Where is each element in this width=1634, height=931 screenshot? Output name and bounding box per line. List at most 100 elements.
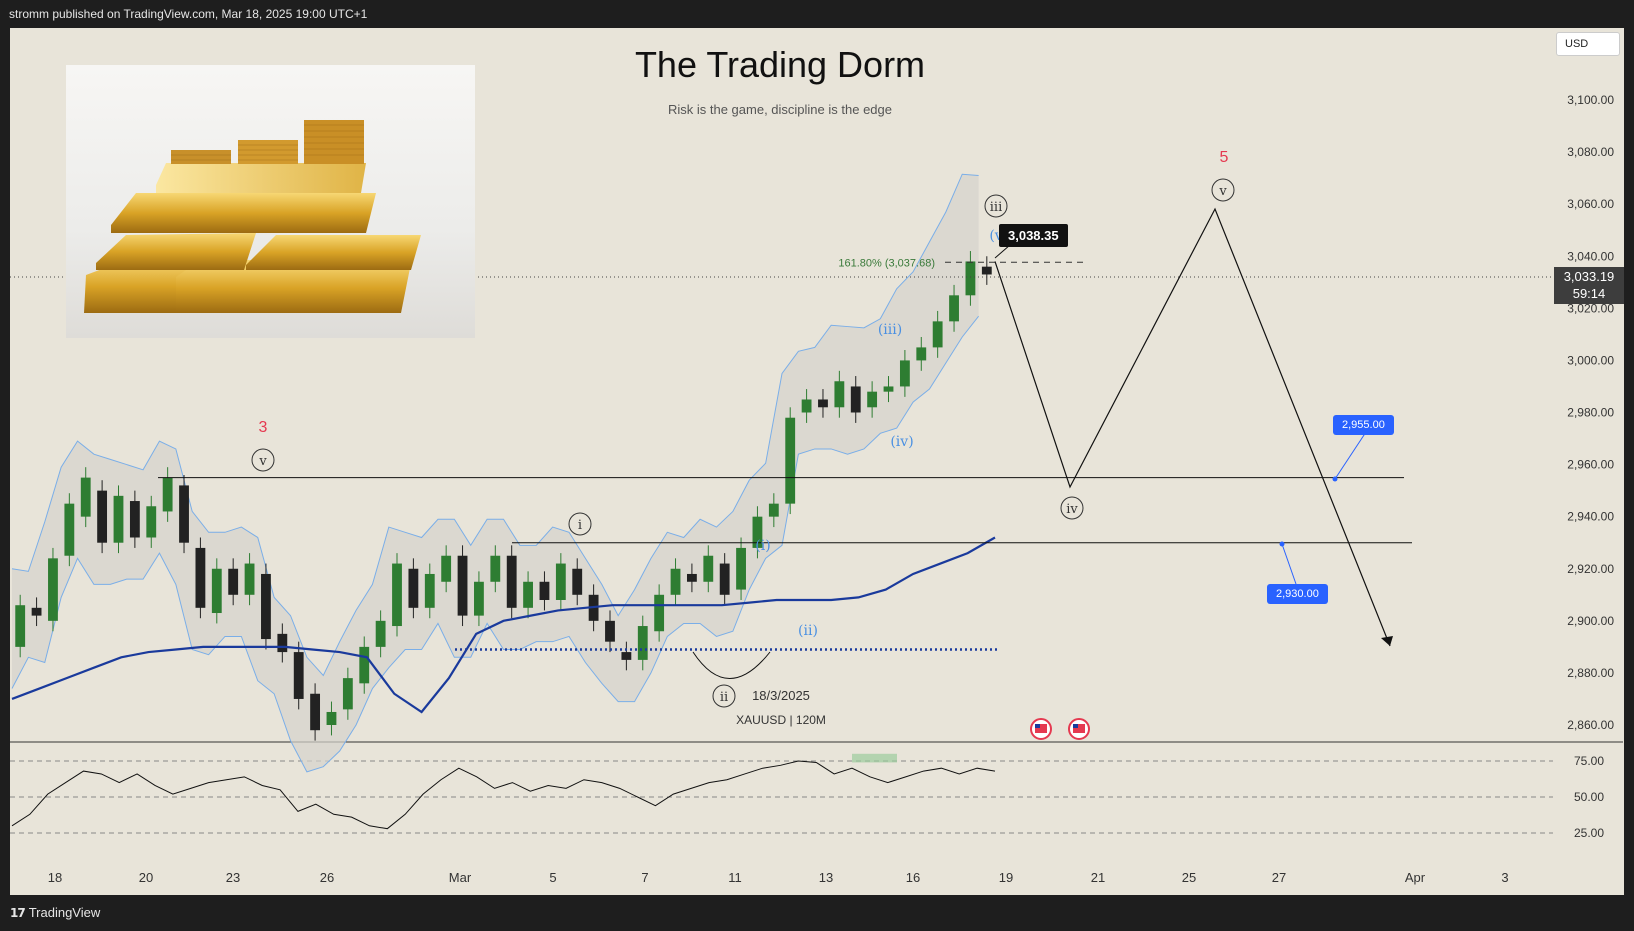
x-tick-label: 25	[1182, 870, 1196, 885]
candle-body	[31, 607, 42, 616]
candle-body	[48, 558, 58, 621]
last-price-value: 3,033.19	[1563, 269, 1615, 284]
candle-body	[506, 555, 517, 608]
candle-body	[539, 581, 550, 600]
wave-v-left-label-circle	[251, 448, 275, 472]
x-tick-label: Apr	[1405, 870, 1426, 885]
wave-3-label: 3	[259, 419, 268, 436]
candle-body	[408, 568, 419, 608]
candle-body	[899, 360, 910, 387]
subwave-ii-label: (ii)	[798, 623, 818, 639]
y-tick-label: 3,040.00	[1567, 249, 1614, 263]
tradingview-icon: 17	[10, 905, 26, 920]
candle-body	[785, 417, 796, 504]
x-tick-label: 27	[1272, 870, 1286, 885]
candle-body	[129, 501, 140, 538]
candle-body	[965, 261, 976, 296]
x-tick-label: 19	[999, 870, 1013, 885]
candle-body	[818, 399, 828, 408]
candle-body	[162, 477, 173, 512]
y-tick-label: 2,940.00	[1567, 510, 1614, 524]
candle-body	[342, 678, 353, 710]
us-event-flag-icon-canton	[1035, 724, 1040, 728]
target-callout-upper[interactable]: 2,955.00	[1333, 415, 1394, 435]
y-tick-label: 3,000.00	[1567, 353, 1614, 367]
x-tick-label: 7	[641, 870, 648, 885]
chart-subtitle: Risk is the game, discipline is the edge	[667, 102, 892, 117]
date-label: 18/3/2025	[752, 688, 810, 703]
candle-body	[310, 693, 321, 731]
candle-body	[867, 391, 878, 408]
tradingview-logo[interactable]: 17 TradingView	[10, 905, 100, 920]
target-anchor-lower	[1279, 541, 1285, 547]
candle-body	[441, 555, 452, 582]
candle-body	[736, 547, 746, 590]
x-tick-label: Mar	[449, 870, 472, 885]
candle-body	[146, 506, 157, 538]
currency-selector[interactable]: USD	[1556, 32, 1620, 56]
target-callout-lower[interactable]: 2,930.00	[1267, 584, 1328, 604]
y-tick-label: 3,020.00	[1567, 301, 1614, 315]
wave-ii-label: ii	[720, 690, 728, 705]
vwap-line	[11, 536, 996, 714]
y-tick-label: 2,860.00	[1567, 718, 1614, 732]
candle-body	[686, 573, 697, 582]
subwave-iv-label: (iv)	[890, 434, 913, 450]
band-fill	[12, 174, 979, 772]
peak-price-callout[interactable]: 3,038.35	[999, 224, 1068, 247]
footer-bar: 17 TradingView	[0, 895, 1634, 931]
x-tick-label: 11	[728, 870, 742, 885]
publisher-text: stromm published on TradingView.com, Mar…	[9, 7, 368, 21]
candle-body	[244, 563, 255, 595]
rsi-line	[11, 760, 996, 830]
last-price-tag: 3,033.19 59:14	[1554, 267, 1624, 304]
candle-body	[949, 295, 959, 322]
candle-body	[228, 568, 239, 595]
candle-body	[916, 347, 927, 361]
y-tick-label: 2,900.00	[1567, 614, 1614, 628]
candle-body	[834, 381, 845, 408]
candle-body	[179, 485, 189, 543]
candle-body	[605, 620, 615, 642]
x-tick-label: 18	[48, 870, 62, 885]
rsi-tick-label: 75.00	[1574, 754, 1604, 768]
target-pointer-upper	[1334, 431, 1367, 480]
tradingview-brand: TradingView	[28, 905, 101, 920]
target-pointer-lower	[1281, 543, 1297, 585]
candle-body	[752, 516, 763, 548]
candle-body	[932, 321, 943, 348]
x-tick-label: 13	[819, 870, 833, 885]
wave-ii-label-circle	[712, 684, 736, 708]
candle-body	[359, 646, 370, 684]
candle-body	[768, 503, 779, 517]
y-tick-label: 2,920.00	[1567, 562, 1614, 576]
candle-body	[670, 568, 681, 595]
wave-v-left-label: v	[258, 454, 267, 469]
y-tick-label: 2,980.00	[1567, 406, 1614, 420]
wave-iv-label: iv	[1066, 502, 1078, 517]
candle-body	[490, 555, 501, 582]
rsi-tick-label: 25.00	[1574, 826, 1604, 840]
symbol-label: XAUUSD | 120M	[736, 713, 826, 727]
forecast-arrowhead	[1381, 636, 1393, 646]
x-tick-label: 23	[226, 870, 240, 885]
forecast-path	[994, 207, 1391, 647]
candle-body	[375, 620, 386, 647]
x-tick-label: 3	[1501, 870, 1508, 885]
x-tick-label: 16	[906, 870, 920, 885]
y-tick-label: 2,880.00	[1567, 666, 1614, 680]
candle-body	[572, 568, 583, 595]
peak-pointer	[994, 244, 1011, 259]
candle-body	[654, 594, 665, 632]
bar-countdown: 59:14	[1572, 286, 1606, 301]
wave-v-right-label-circle	[1211, 178, 1235, 202]
overlay-title-box: The Trading Dorm Risk is the game, disci…	[560, 44, 1000, 117]
lower-band-line	[11, 315, 980, 773]
wave-v-right-label: v	[1218, 184, 1227, 199]
subwave-i-label: (i)	[755, 538, 770, 554]
candle-body	[211, 568, 222, 614]
us-event-flag-icon-canton	[1073, 724, 1078, 728]
candle-body	[277, 633, 288, 653]
candle-body	[15, 605, 26, 647]
